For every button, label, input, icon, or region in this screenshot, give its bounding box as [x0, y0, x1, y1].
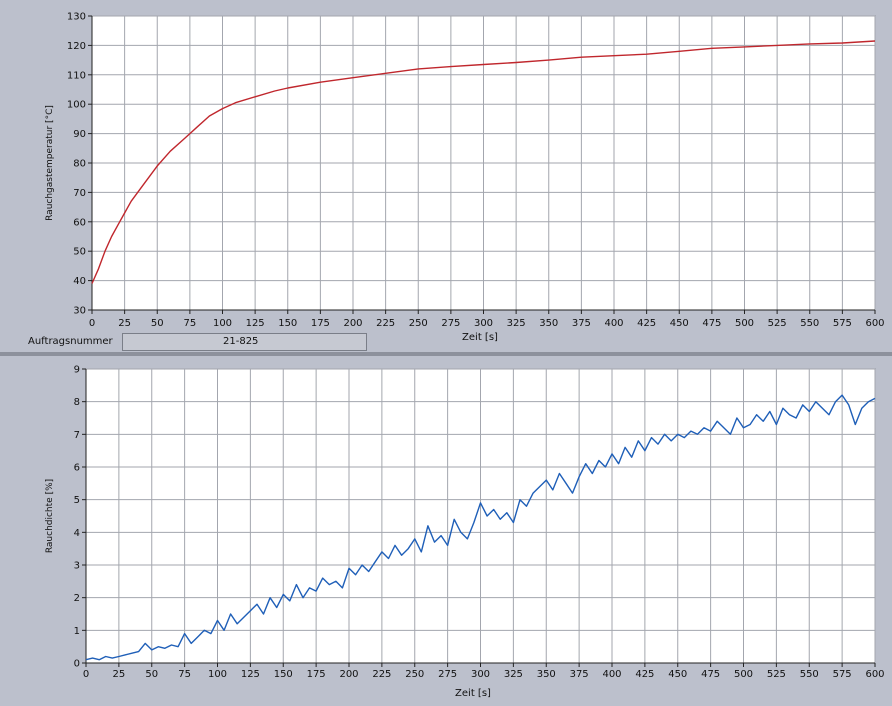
x-tick-label: 0	[83, 669, 89, 680]
x-tick-label: 250	[405, 669, 424, 680]
x-tick-label: 550	[800, 669, 819, 680]
smoke-density-chart: 0 1 2 3 4 5 6 7 8 9 0 25 50 75 100 125 150 175 200 225 250 27…	[45, 365, 885, 700]
y-tick-label: 70	[73, 188, 86, 199]
x-tick-label: 525	[767, 669, 786, 680]
x-tick-label: 425	[637, 318, 656, 329]
x-tick-label: 125	[241, 669, 260, 680]
y-tick-label: 7	[74, 430, 80, 441]
y-tick-label: 30	[73, 306, 86, 317]
y-tick-label: 90	[73, 129, 86, 140]
x-tick-label: 575	[833, 669, 852, 680]
x-tick-label: 550	[800, 318, 819, 329]
x-tick-label: 525	[768, 318, 787, 329]
x-tick-label: 25	[118, 318, 131, 329]
y-tick-label: 110	[67, 70, 86, 81]
x-tick-label: 450	[668, 669, 687, 680]
x-tick-label: 125	[246, 318, 265, 329]
x-tick-label: 50	[151, 318, 164, 329]
y-tick-label: 130	[67, 12, 86, 23]
x-tick-label: 200	[339, 669, 358, 680]
x-tick-label: 175	[311, 318, 330, 329]
x-tick-label: 375	[570, 669, 589, 680]
x-tick-label: 250	[409, 318, 428, 329]
x-tick-label: 325	[507, 318, 526, 329]
x-tick-label: 100	[213, 318, 232, 329]
order-number-field[interactable]: 21-825	[122, 333, 367, 351]
x-tick-label: 50	[145, 669, 158, 680]
x-tick-label: 350	[537, 669, 556, 680]
x-tick-label: 75	[184, 318, 197, 329]
temperature-chart: 30 40 50 60 70 80 90 100 110 120 130 0 25 50 75 100 125 1…	[45, 12, 885, 344]
x-tick-label: 600	[865, 669, 884, 680]
x-tick-label: 500	[734, 669, 753, 680]
x-tick-label: 600	[865, 318, 884, 329]
x-tick-label: 400	[602, 669, 621, 680]
y-tick-label: 120	[67, 41, 86, 52]
x-tick-label: 400	[604, 318, 623, 329]
y-tick-label: 9	[74, 365, 80, 376]
y-tick-label: 50	[73, 247, 86, 258]
order-number-label: Auftragsnummer	[28, 336, 113, 347]
x-tick-label: 450	[670, 318, 689, 329]
x-tick-label: 150	[274, 669, 293, 680]
x-tick-label: 200	[343, 318, 362, 329]
x-tick-label: 275	[438, 669, 457, 680]
y-axis-title: Rauchdichte [%]	[45, 479, 55, 553]
y-tick-label: 4	[74, 528, 80, 539]
x-tick-label: 175	[307, 669, 326, 680]
x-tick-label: 300	[474, 318, 493, 329]
x-tick-label: 425	[635, 669, 654, 680]
x-tick-label: 0	[89, 318, 95, 329]
series-line-0	[91, 40, 876, 284]
y-tick-label: 80	[73, 159, 86, 170]
x-tick-label: 150	[278, 318, 297, 329]
x-tick-label: 500	[735, 318, 754, 329]
y-tick-label: 3	[74, 561, 80, 572]
y-axis-title: Rauchgastemperatur [°C]	[45, 105, 55, 221]
x-tick-label: 375	[572, 318, 591, 329]
x-tick-label: 225	[376, 318, 395, 329]
y-tick-label: 6	[74, 463, 80, 474]
y-tick-label: 0	[74, 659, 80, 670]
y-tick-label: 1	[74, 626, 80, 637]
x-tick-label: 225	[372, 669, 391, 680]
x-tick-label: 575	[833, 318, 852, 329]
panel-divider	[0, 352, 892, 356]
x-tick-label: 300	[471, 669, 490, 680]
series-line-0	[85, 394, 876, 661]
x-axis-title: Zeit [s]	[455, 688, 491, 699]
y-tick-label: 2	[74, 593, 80, 604]
x-tick-label: 325	[504, 669, 523, 680]
y-tick-label: 8	[74, 397, 80, 408]
y-tick-label: 60	[73, 217, 86, 228]
x-tick-label: 475	[702, 318, 721, 329]
x-tick-label: 100	[208, 669, 227, 680]
y-tick-label: 40	[73, 276, 86, 287]
x-tick-label: 350	[539, 318, 558, 329]
x-tick-label: 75	[178, 669, 191, 680]
y-tick-label: 100	[67, 100, 86, 111]
x-tick-label: 25	[113, 669, 126, 680]
y-tick-label: 5	[74, 495, 80, 506]
x-tick-label: 275	[441, 318, 460, 329]
x-axis-title: Zeit [s]	[462, 332, 498, 343]
x-tick-label: 475	[701, 669, 720, 680]
